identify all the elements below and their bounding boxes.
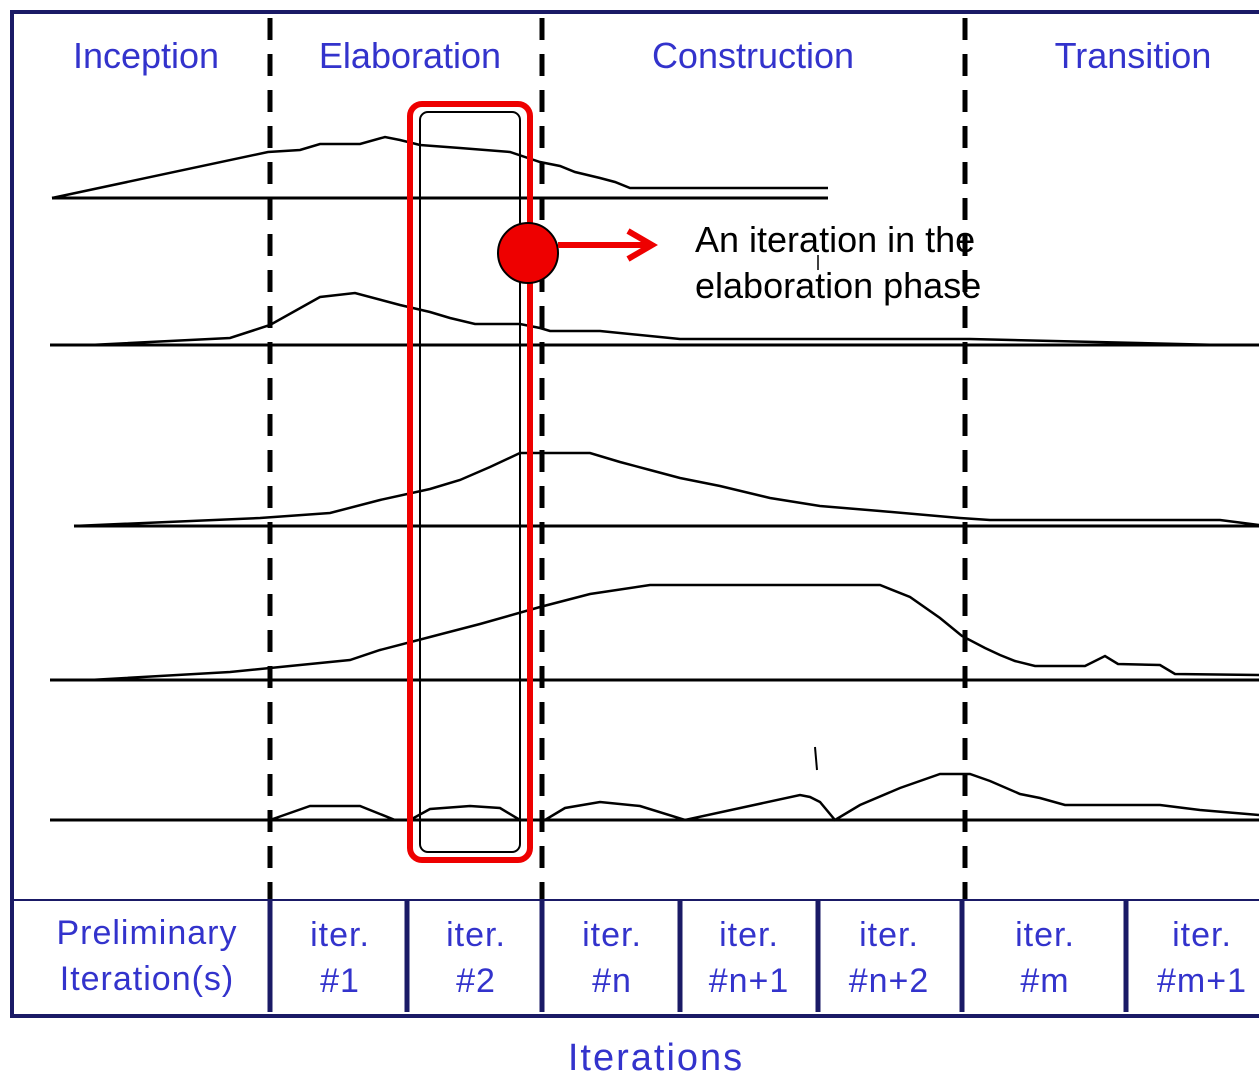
iteration-label-line1: iter. (310, 916, 370, 954)
iteration-label-line1: iter. (446, 916, 506, 954)
iteration-label-line2: #1 (320, 962, 360, 1000)
phase-label-elaboration: Elaboration (319, 35, 501, 76)
iteration-label-line2: Iteration(s) (60, 960, 235, 998)
iteration-label-line2: #n+2 (849, 962, 930, 1000)
phase-label-inception: Inception (73, 35, 219, 76)
phase-label-construction: Construction (652, 35, 854, 76)
iteration-label-line1: iter. (1172, 916, 1232, 954)
stray-tick-mark (814, 746, 818, 771)
axis-title-iterations: Iterations (568, 1037, 744, 1076)
callout-text-line2: elaboration phase (695, 265, 981, 306)
iteration-label-line2: #n+1 (709, 962, 790, 1000)
iteration-cell-preliminary: Preliminary Iteration(s) (56, 914, 237, 998)
highlighted-iteration-box[interactable] (407, 101, 533, 863)
callout-dot-icon (497, 222, 559, 284)
phase-label-transition: Transition (1055, 35, 1212, 76)
iteration-cell-2: iter. #2 (446, 916, 506, 1000)
iteration-label-line2: #n (592, 962, 632, 1000)
iteration-cell-m: iter. #m (1015, 916, 1075, 1000)
iteration-label-line2: #m (1020, 962, 1069, 1000)
iteration-label-line2: #m+1 (1157, 962, 1247, 1000)
iteration-label-line1: iter. (582, 916, 642, 954)
iteration-cell-n-plus-1: iter. #n+1 (709, 916, 790, 1000)
workflow-curve-2 (89, 291, 1221, 347)
arrow-right-icon (626, 228, 658, 262)
iteration-label-line1: iter. (719, 916, 779, 954)
highlighted-iteration-inner-box (419, 111, 521, 853)
workflow-curve-1 (51, 135, 828, 200)
iteration-cell-m-plus-1: iter. #m+1 (1157, 916, 1247, 1000)
iteration-cell-1: iter. #1 (310, 916, 370, 1000)
iteration-label-line1: iter. (859, 916, 919, 954)
iteration-label-line1: Preliminary (56, 914, 237, 952)
callout-text-line1: An iteration in the (695, 219, 975, 260)
workflow-curve-5 (269, 772, 1259, 822)
workflow-curve-3 (73, 451, 1259, 528)
iteration-label-line1: iter. (1015, 916, 1075, 954)
diagram-frame (10, 10, 1259, 1018)
workflow-curve-4 (89, 583, 1259, 682)
iteration-label-line2: #2 (456, 962, 496, 1000)
iteration-cell-n-plus-2: iter. #n+2 (849, 916, 930, 1000)
iteration-cell-n: iter. #n (582, 916, 642, 1000)
